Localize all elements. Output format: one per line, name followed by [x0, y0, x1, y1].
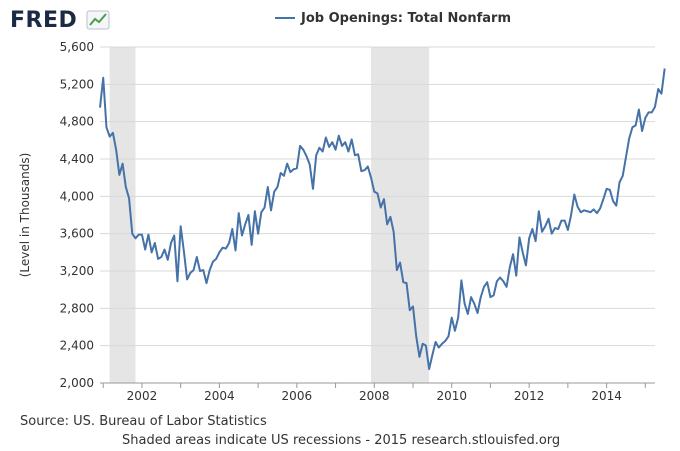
recession-note: Shaded areas indicate US recessions - 20… [122, 433, 561, 448]
recession-band-2 [371, 47, 430, 383]
source-note: Source: US. Bureau of Labor Statistics [20, 414, 267, 429]
recession-band-1 [109, 47, 136, 383]
x-tick-label: 2014 [591, 389, 622, 403]
y-tick-label: 3,200 [60, 264, 94, 278]
fred-logo: FRED [10, 8, 110, 33]
x-tick-label: 2008 [359, 389, 390, 403]
y-tick-label: 4,800 [60, 115, 94, 129]
series-line-1 [99, 68, 666, 370]
axes: 2,000 2,400 2,800 3,200 3,600 4,000 4,400 4,800… [60, 40, 655, 403]
y-tick-label: 2,000 [60, 376, 94, 390]
y-tick-label: 2,400 [60, 339, 94, 353]
series-layer [99, 68, 666, 370]
x-tick-label: 2002 [127, 389, 158, 403]
y-tick-label: 4,400 [60, 152, 94, 166]
x-tick-label: 2004 [204, 389, 235, 403]
recession-bands [109, 47, 430, 383]
x-tick-label: 2012 [514, 389, 545, 403]
legend-label: Job Openings: Total Nonfarm [301, 10, 511, 26]
y-tick-label: 3,600 [60, 227, 94, 241]
x-tick-label: 2010 [436, 389, 467, 403]
line-chart-icon [86, 10, 110, 30]
y-axis-title: (Level in Thousands) [18, 153, 32, 278]
y-tick-label: 4,000 [60, 189, 94, 203]
y-tick-label: 5,600 [60, 40, 94, 54]
y-tick-label: 2,800 [60, 301, 94, 315]
x-tick-label: 2006 [282, 389, 313, 403]
legend-swatch [275, 17, 295, 19]
y-tick-label: 5,200 [60, 77, 94, 91]
chart-legend: Job Openings: Total Nonfarm [275, 8, 511, 28]
fred-logo-text: FRED [10, 8, 77, 33]
